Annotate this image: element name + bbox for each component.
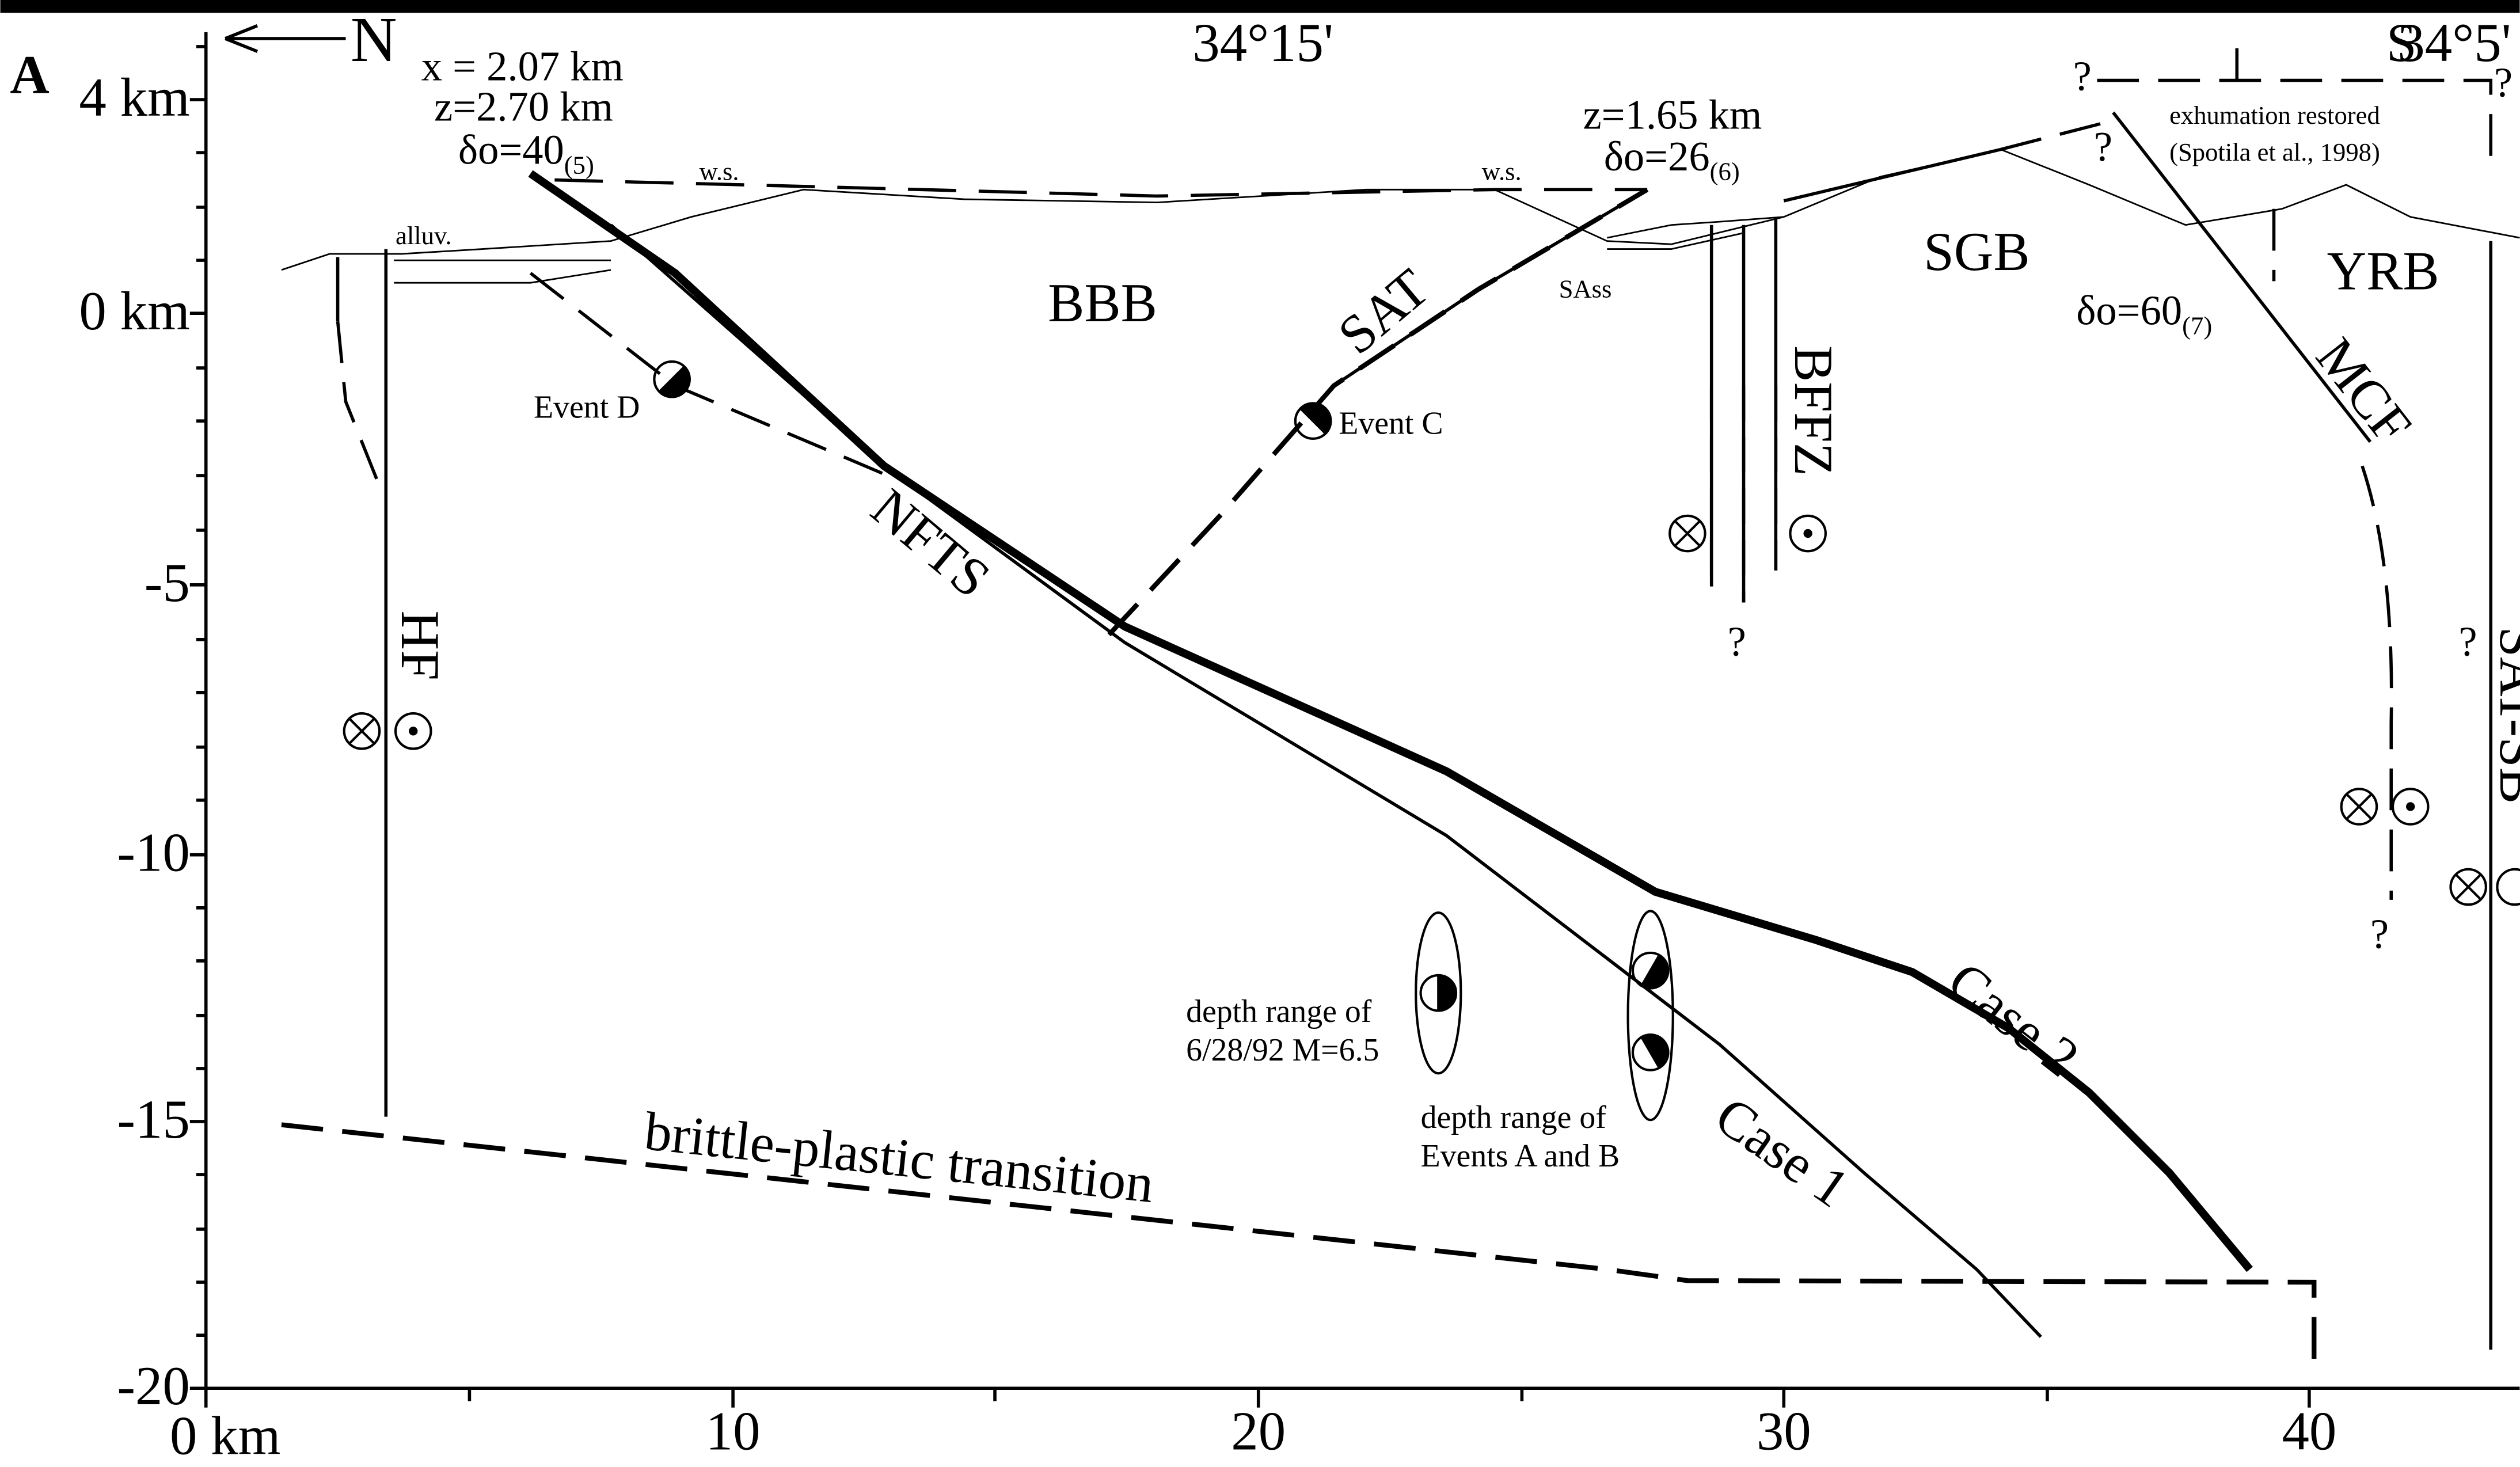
x-label: 30: [1757, 1400, 1811, 1461]
y-label: -5: [145, 552, 190, 613]
dip-value: δo=60: [2076, 287, 2182, 334]
dip-ref: (7): [2182, 311, 2212, 340]
event-label: Event D: [534, 390, 640, 425]
dip-ref: (5): [564, 150, 594, 179]
latitude: 34°15': [1192, 12, 1333, 73]
dip-ref: (6): [1710, 157, 1740, 186]
dip-value: δo=26: [1604, 133, 1710, 180]
y-label: 0 km: [79, 280, 189, 341]
dip-value: δo=40: [458, 127, 564, 173]
dip: δo=40(5): [458, 127, 594, 180]
question-mark: ?: [2073, 52, 2092, 99]
fault-label: SAT: [1326, 257, 1440, 366]
question-mark: ?: [1728, 618, 1746, 665]
north-label: N: [351, 5, 397, 75]
note: alluv.: [396, 221, 452, 250]
region-label: YRB: [2327, 240, 2439, 301]
case-label: Case 2: [1937, 949, 2091, 1088]
y-label: 4 km: [79, 67, 189, 128]
symbols: [344, 362, 2520, 1120]
event-label: Event C: [1339, 406, 1443, 442]
y-label: -15: [117, 1089, 189, 1150]
north-arrow: [225, 26, 345, 52]
transition-label: brittle-plastic transition: [642, 1100, 1157, 1214]
note: (Spotila et al., 1998): [2169, 138, 2380, 166]
x-label: 40: [2282, 1400, 2336, 1461]
note: depth range of: [1186, 994, 1372, 1029]
structures: [282, 48, 2520, 1374]
cross-section: 4 km 0 km -5 -10 -15 -20 0 km 10 20 30 4…: [0, 0, 2520, 1467]
note: w.s.: [1482, 157, 1522, 186]
note: z=1.65 km: [1583, 91, 1762, 138]
dip: δo=26(6): [1604, 133, 1740, 186]
x-label: 20: [1231, 1400, 1286, 1461]
axes: [190, 32, 2520, 1408]
question-mark: ?: [2494, 59, 2513, 105]
region-label: SGB: [1924, 221, 2030, 282]
fault-label: MCF: [2305, 326, 2424, 455]
note: depth range of: [1421, 1100, 1607, 1135]
note: exhumation restored: [2169, 101, 2380, 130]
case-label: Case 1: [1705, 1085, 1860, 1219]
dip: δo=60(7): [2076, 287, 2212, 340]
note: 6/28/92 M=6.5: [1186, 1032, 1379, 1068]
fault-label: SAT-SB: [2488, 626, 2520, 804]
note: Events A and B: [1421, 1138, 1620, 1174]
question-mark: ?: [2458, 618, 2477, 665]
x-label: 10: [706, 1400, 761, 1461]
question-mark: ?: [2370, 911, 2389, 957]
y-label: -10: [117, 822, 189, 883]
note: SAss: [1559, 274, 1612, 303]
fault-label: BFFZ: [1783, 345, 1844, 476]
region-label: BBB: [1048, 272, 1157, 333]
note: z=2.70 km: [434, 83, 613, 130]
note: w.s.: [700, 157, 739, 186]
fault-label: HF: [390, 611, 451, 681]
question-mark: ?: [2094, 123, 2112, 170]
x-label: 0 km: [170, 1405, 280, 1466]
panel-label: A: [10, 44, 50, 105]
